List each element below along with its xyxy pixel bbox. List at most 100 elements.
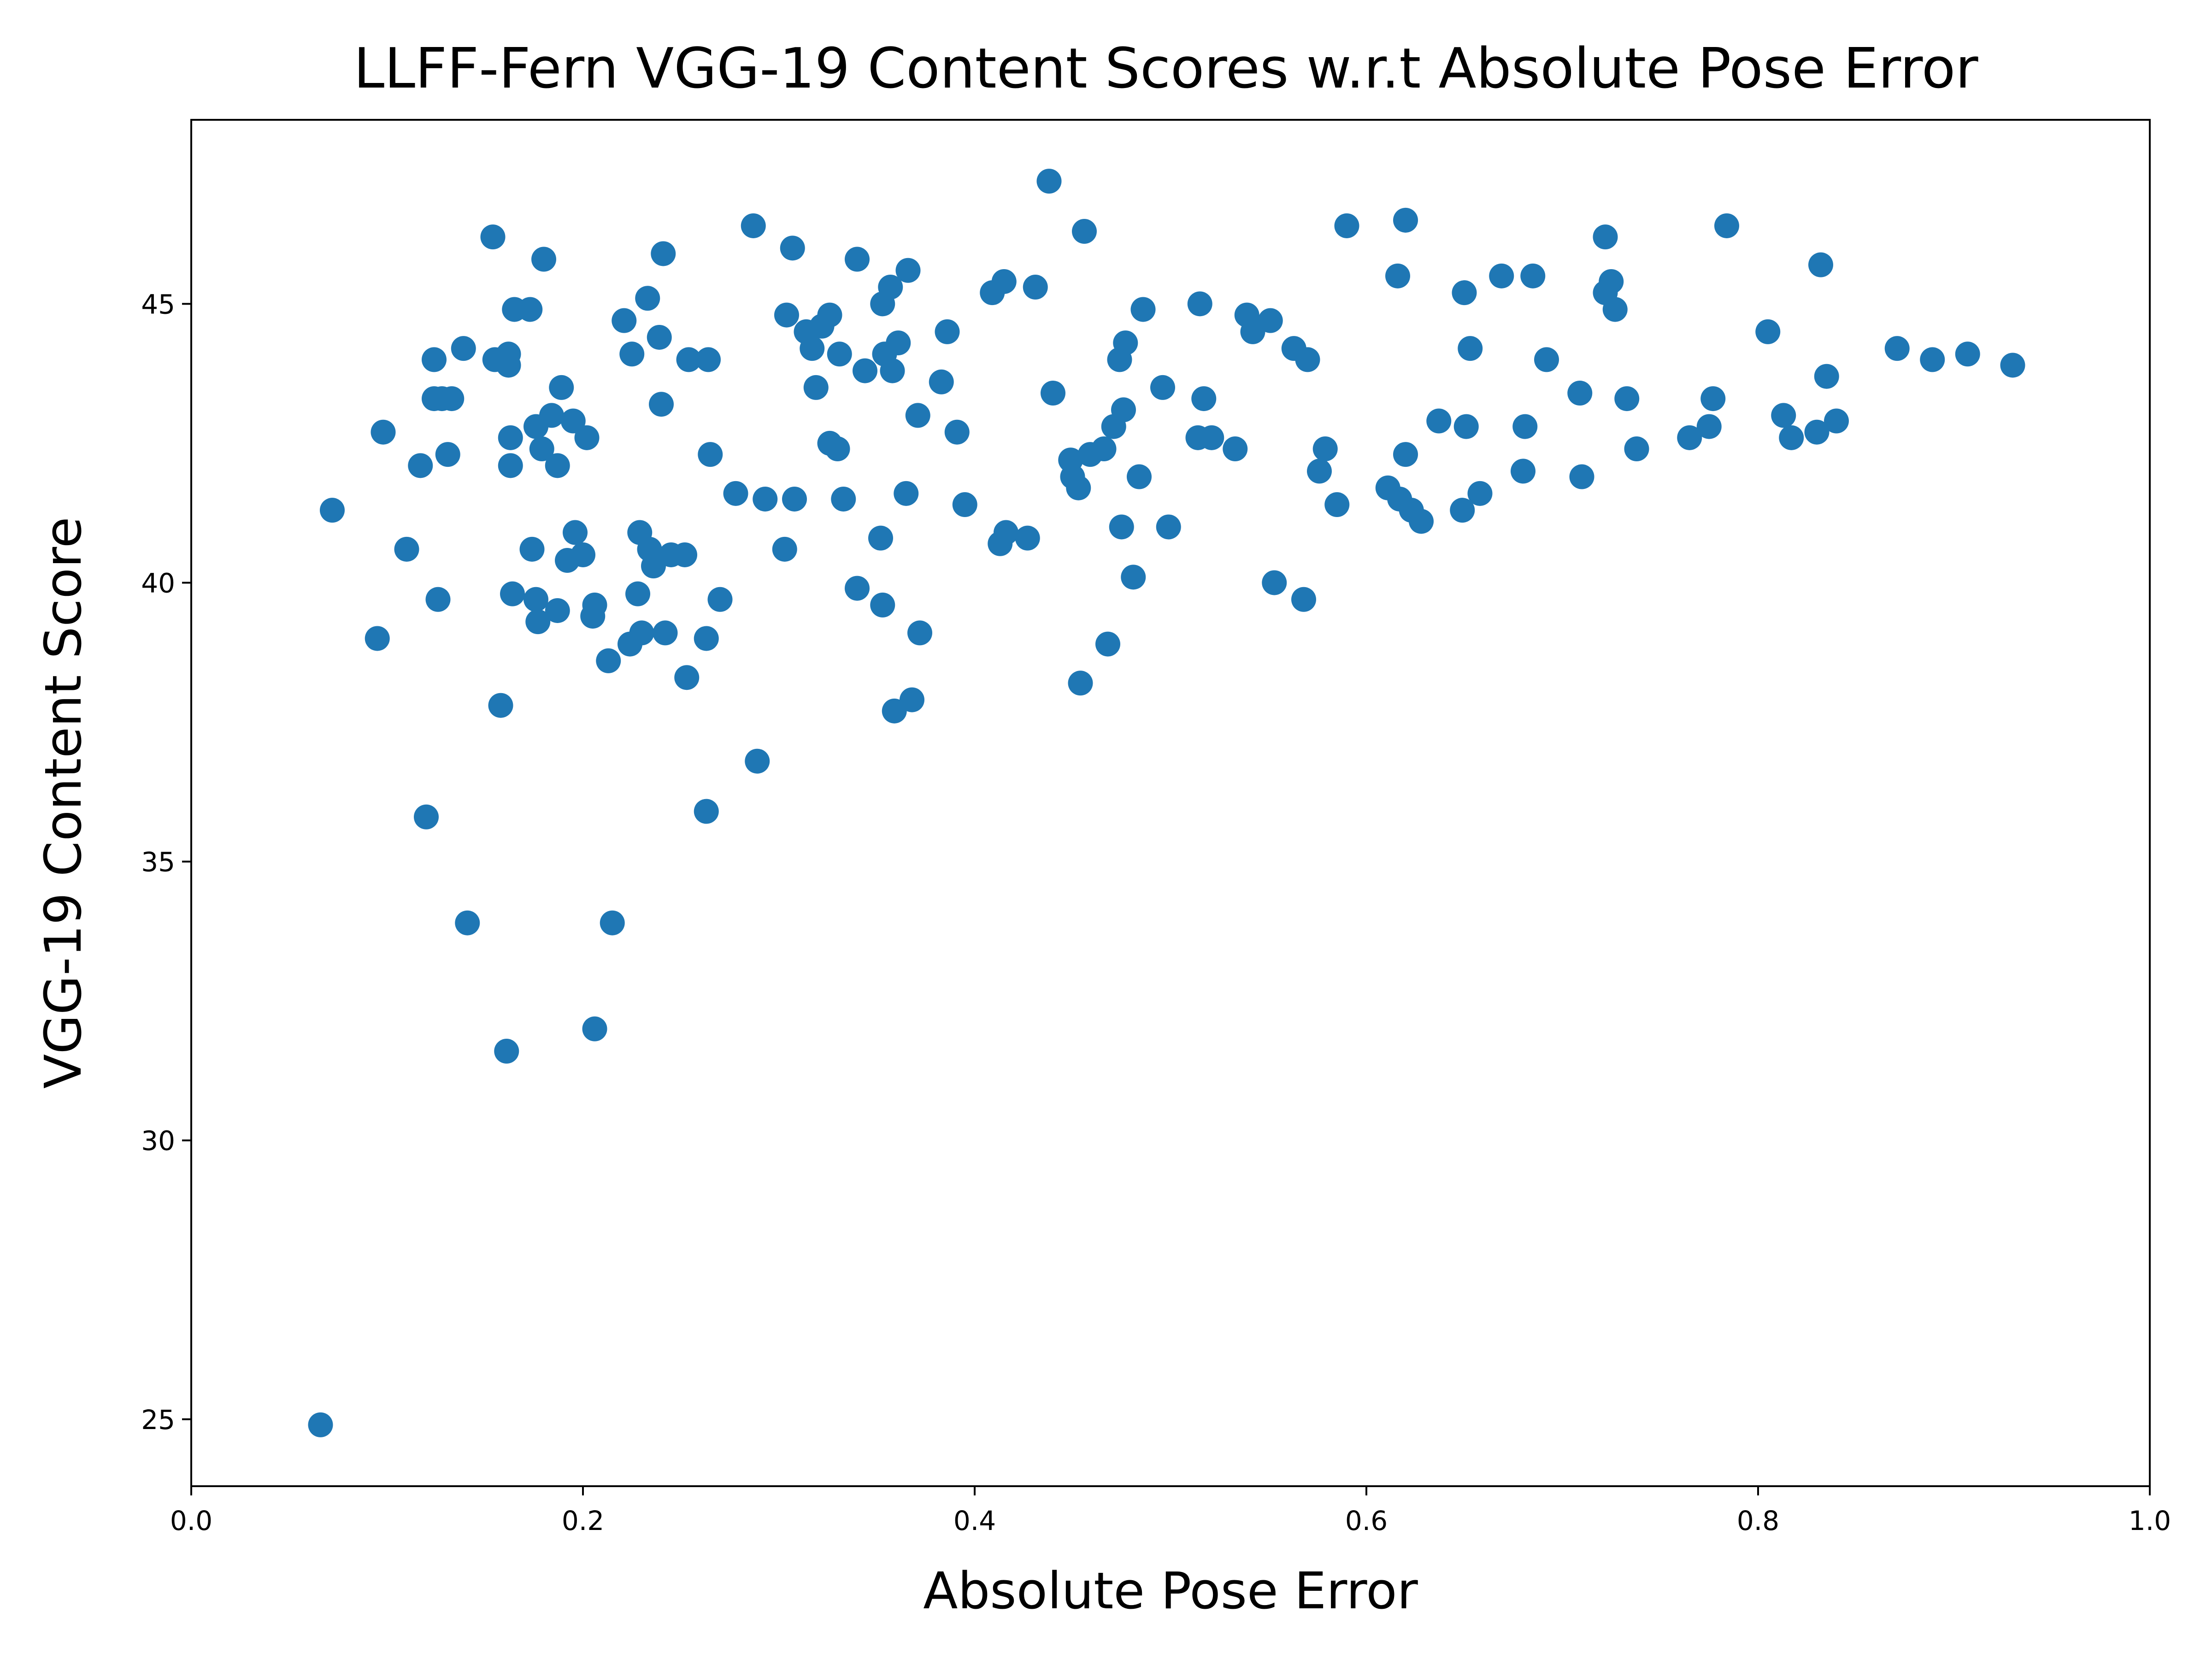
data-point-28	[524, 587, 548, 612]
data-point-170	[1602, 297, 1628, 322]
data-point-12	[439, 386, 465, 412]
data-point-43	[582, 1016, 607, 1041]
data-point-156	[1452, 280, 1477, 306]
data-point-60	[672, 542, 697, 567]
data-point-9	[425, 587, 451, 612]
data-point-143	[1307, 459, 1332, 484]
data-point-15	[480, 224, 506, 250]
data-point-11	[435, 442, 460, 467]
data-point-181	[1808, 252, 1833, 277]
data-point-40	[574, 425, 600, 450]
data-point-120	[1095, 631, 1120, 657]
chart-title: LLFF-Fern VGG-19 Content Scores w.r.t Ab…	[353, 37, 1978, 101]
data-point-93	[880, 358, 905, 383]
data-point-124	[1111, 397, 1136, 423]
data-point-46	[612, 308, 637, 333]
data-point-73	[774, 302, 799, 328]
data-point-57	[651, 241, 676, 266]
data-point-18	[494, 1039, 519, 1064]
y-axis-ticks: 25 30 35 40 45	[141, 288, 191, 1435]
data-point-55	[647, 324, 672, 350]
data-point-29	[525, 609, 551, 635]
data-point-119	[1091, 436, 1117, 462]
data-point-77	[800, 336, 825, 361]
data-point-90	[870, 592, 895, 618]
data-point-128	[1130, 297, 1156, 322]
data-point-159	[1467, 481, 1493, 506]
data-point-48	[619, 341, 645, 367]
data-point-6	[414, 804, 439, 830]
data-point-85	[845, 247, 870, 272]
data-point-67	[707, 587, 733, 612]
data-point-95	[886, 330, 911, 356]
data-point-75	[782, 486, 807, 512]
data-point-110	[1023, 275, 1048, 300]
data-point-151	[1393, 442, 1418, 467]
data-point-82	[825, 436, 850, 462]
data-point-107	[991, 269, 1017, 294]
data-point-4	[394, 536, 419, 562]
data-point-8	[422, 347, 447, 372]
data-point-174	[1696, 414, 1722, 439]
data-point-26	[519, 536, 545, 562]
data-point-72	[772, 536, 797, 562]
data-point-49	[625, 581, 650, 606]
data-point-68	[723, 481, 748, 506]
data-point-2	[365, 626, 390, 651]
data-point-184	[1884, 336, 1910, 361]
y-tick-label: 45	[141, 288, 175, 320]
data-point-65	[696, 347, 721, 372]
data-point-86	[845, 576, 870, 601]
data-point-109	[1015, 525, 1040, 551]
data-point-171	[1614, 386, 1640, 412]
data-point-87	[853, 358, 877, 383]
x-axis-ticks: 0.0 0.2 0.4 0.6 0.8 1.0	[170, 1486, 2171, 1536]
data-point-179	[1779, 425, 1804, 450]
data-point-0	[308, 1412, 333, 1437]
x-tick-label: 0.0	[170, 1505, 212, 1536]
data-point-150	[1393, 207, 1418, 233]
data-point-61	[674, 665, 700, 690]
x-tick-label: 0.2	[562, 1505, 604, 1536]
x-tick-label: 1.0	[2129, 1505, 2171, 1536]
data-point-98	[900, 687, 924, 712]
data-point-103	[944, 419, 970, 445]
y-tick-label: 25	[141, 1404, 175, 1435]
x-tick-label: 0.8	[1737, 1505, 1779, 1536]
data-point-62	[676, 347, 701, 372]
data-point-30	[529, 436, 554, 462]
data-point-112	[1041, 381, 1065, 406]
data-point-69	[741, 213, 766, 238]
data-point-166	[1569, 464, 1594, 489]
data-point-145	[1324, 492, 1350, 518]
data-point-37	[560, 408, 586, 434]
data-point-58	[653, 620, 678, 646]
data-point-115	[1066, 475, 1091, 500]
data-point-142	[1295, 347, 1320, 372]
x-tick-label: 0.4	[953, 1505, 996, 1536]
data-points	[308, 169, 2025, 1437]
data-point-116	[1068, 671, 1093, 696]
data-point-175	[1700, 386, 1726, 412]
data-point-102	[935, 319, 960, 344]
data-point-158	[1458, 336, 1483, 361]
y-tick-label: 30	[141, 1125, 175, 1157]
data-point-84	[831, 486, 856, 512]
y-axis-label: VGG-19 Content Score	[34, 517, 93, 1089]
data-point-81	[817, 302, 842, 328]
data-point-22	[498, 453, 523, 478]
data-point-1	[320, 498, 345, 523]
data-point-99	[905, 403, 930, 428]
data-point-146	[1334, 213, 1359, 238]
data-point-45	[600, 910, 625, 935]
data-point-154	[1426, 408, 1452, 434]
data-point-123	[1109, 514, 1134, 540]
data-point-64	[694, 799, 719, 824]
data-point-3	[371, 419, 396, 445]
data-point-13	[451, 336, 476, 361]
data-point-132	[1187, 291, 1212, 317]
data-point-173	[1677, 425, 1702, 450]
data-point-126	[1121, 565, 1146, 590]
